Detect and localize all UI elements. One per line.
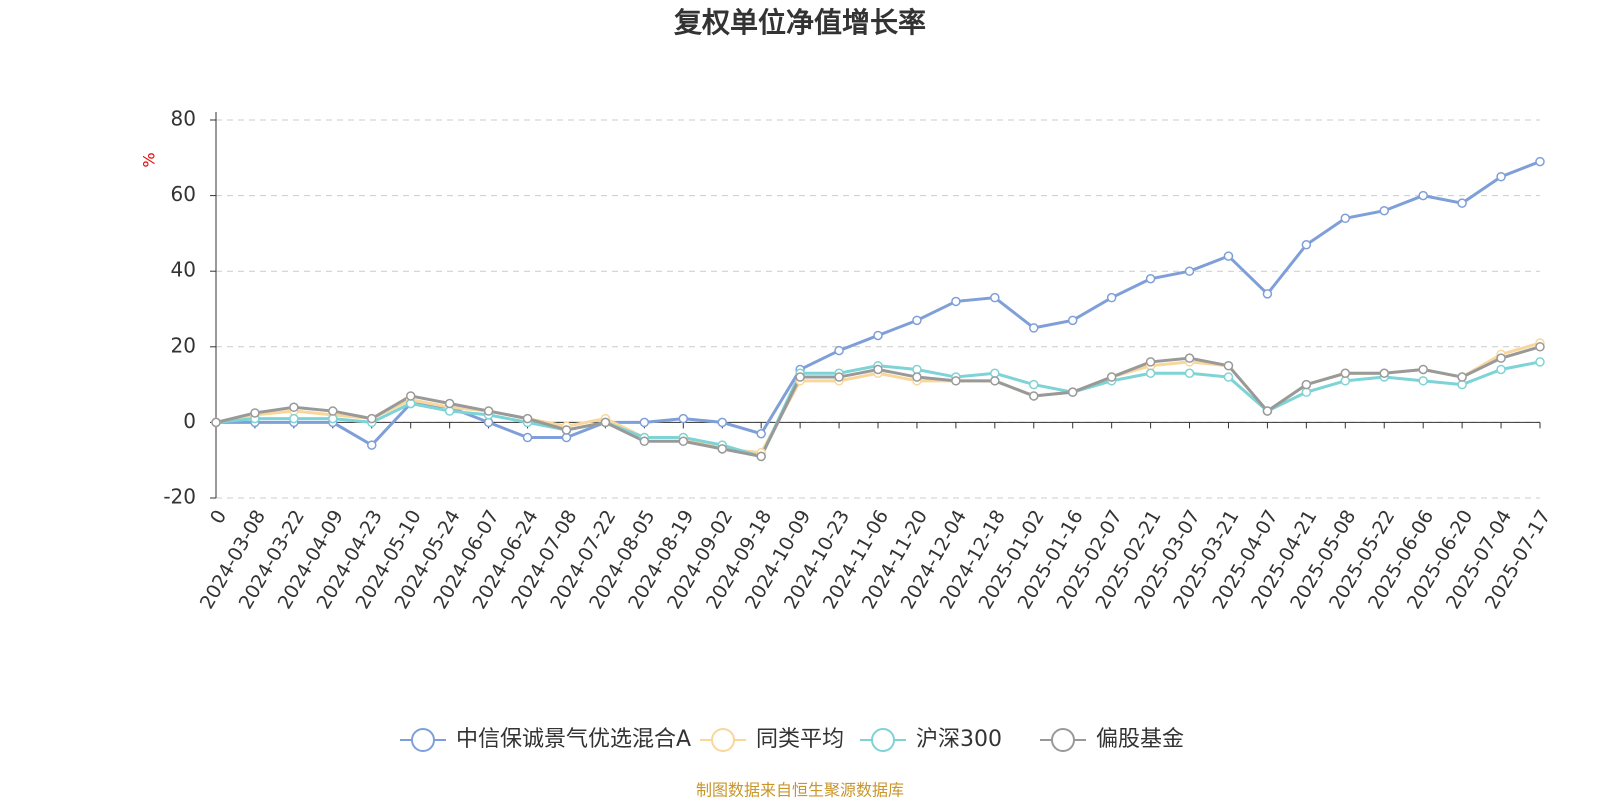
y-tick-label: 80	[171, 107, 196, 131]
point-marker	[1496, 353, 1506, 363]
point-marker	[1535, 342, 1545, 352]
point-marker	[1184, 368, 1195, 379]
point-marker	[1457, 372, 1467, 382]
point-marker	[522, 413, 533, 424]
point-marker	[1029, 323, 1039, 333]
point-marker	[405, 398, 416, 409]
point-marker	[1301, 379, 1312, 390]
point-marker	[444, 398, 455, 409]
legend-label: 同类平均	[756, 727, 844, 752]
point-marker	[1223, 372, 1234, 382]
point-marker	[211, 417, 221, 428]
point-marker	[1340, 376, 1351, 386]
point-marker	[1067, 315, 1078, 326]
point-marker	[834, 345, 844, 356]
point-marker	[1223, 251, 1234, 261]
point-marker	[639, 417, 650, 428]
point-marker	[600, 417, 611, 428]
point-marker	[1262, 406, 1273, 416]
point-marker	[912, 372, 922, 382]
point-marker	[328, 413, 338, 424]
point-marker	[951, 376, 961, 386]
point-marker	[990, 368, 1000, 379]
point-marker	[1106, 292, 1117, 303]
point-marker	[1340, 368, 1351, 379]
point-marker	[1379, 368, 1389, 379]
legend-label: 沪深300	[916, 727, 1002, 752]
legend-marker	[871, 728, 895, 752]
legend-marker	[1051, 728, 1075, 752]
point-marker	[1184, 353, 1195, 363]
legend-marker	[411, 728, 435, 752]
point-marker	[1379, 205, 1389, 216]
point-marker	[561, 425, 572, 435]
point-marker	[1496, 171, 1506, 182]
point-marker	[873, 330, 883, 341]
point-marker	[1184, 266, 1195, 276]
point-marker	[1145, 357, 1156, 367]
point-marker	[678, 413, 689, 424]
point-marker	[1301, 387, 1312, 397]
point-marker	[1418, 190, 1428, 201]
point-marker	[1145, 368, 1156, 379]
y-tick-label: -20	[163, 485, 196, 509]
point-marker	[912, 364, 922, 375]
point-marker	[444, 406, 455, 416]
point-marker	[834, 372, 844, 382]
point-marker	[522, 432, 533, 443]
y-axis-label: %	[140, 152, 159, 167]
point-marker	[1457, 198, 1467, 208]
point-marker	[483, 417, 494, 428]
source-note: 制图数据来自恒生聚源数据库	[696, 781, 904, 800]
point-marker	[1418, 376, 1428, 386]
point-marker	[1340, 213, 1351, 224]
point-marker	[639, 436, 650, 447]
point-marker	[1418, 364, 1428, 375]
legend-marker	[711, 728, 735, 752]
point-marker	[1535, 357, 1545, 367]
point-marker	[795, 372, 805, 382]
legend-label: 偏股基金	[1096, 727, 1184, 752]
point-marker	[756, 451, 766, 462]
point-marker	[873, 364, 883, 375]
point-marker	[990, 292, 1000, 303]
point-marker	[1029, 391, 1039, 401]
point-marker	[1535, 156, 1545, 167]
point-marker	[1496, 364, 1506, 375]
point-marker	[1262, 289, 1273, 299]
x-tick-label: 0	[206, 506, 231, 527]
point-marker	[951, 296, 961, 307]
point-marker	[1457, 379, 1467, 390]
point-marker	[367, 440, 377, 450]
point-marker	[328, 406, 338, 416]
y-tick-label: 0	[183, 409, 196, 433]
point-marker	[1145, 274, 1156, 284]
point-marker	[756, 428, 766, 439]
point-marker	[483, 406, 494, 416]
point-marker	[250, 408, 260, 418]
legend: 中信保诚景气优选混合A 同类平均 沪深300 偏股基金	[400, 727, 1184, 752]
point-marker	[912, 315, 922, 326]
chart-title: 复权单位净值增长率	[674, 6, 926, 39]
y-tick-label: 40	[171, 258, 196, 282]
point-marker	[405, 391, 416, 401]
point-marker	[717, 444, 727, 454]
point-marker	[289, 402, 299, 413]
point-marker	[990, 376, 1000, 386]
y-tick-label: 60	[171, 182, 196, 206]
point-marker	[1106, 372, 1117, 382]
point-marker	[1223, 360, 1234, 371]
legend-label: 中信保诚景气优选混合A	[456, 727, 691, 752]
point-marker	[678, 436, 689, 447]
point-marker	[717, 417, 727, 428]
point-marker	[1067, 387, 1078, 397]
point-marker	[289, 413, 299, 424]
point-marker	[1301, 239, 1312, 250]
point-marker	[367, 413, 377, 424]
point-marker	[561, 432, 572, 443]
point-marker	[1029, 379, 1039, 390]
y-tick-label: 20	[171, 333, 196, 357]
